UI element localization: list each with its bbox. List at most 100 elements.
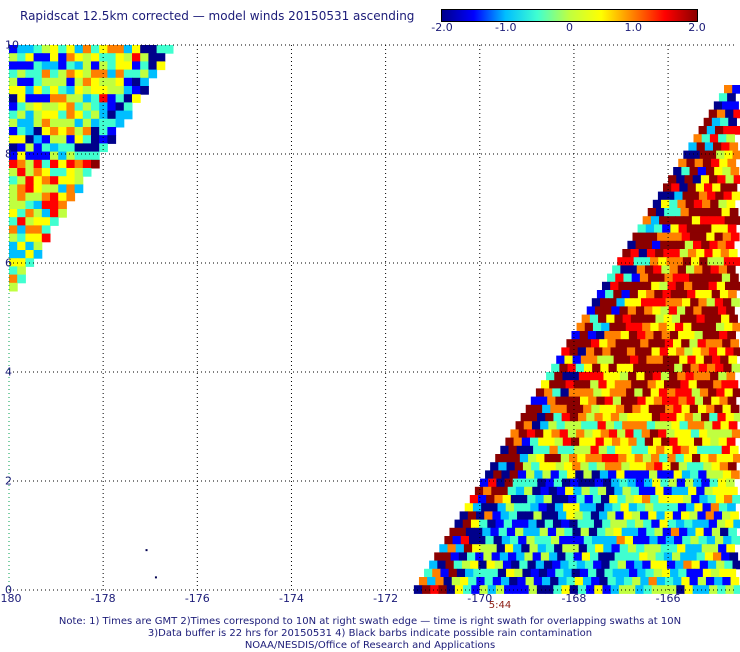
wind-difference-cell <box>476 511 485 521</box>
wind-difference-cell <box>519 495 528 504</box>
wind-difference-cell <box>663 314 673 324</box>
wind-difference-cell <box>140 69 149 79</box>
wind-difference-cell <box>712 486 722 496</box>
wind-difference-cell <box>587 437 597 447</box>
wind-difference-cell <box>577 454 586 463</box>
wind-difference-cell <box>651 585 661 594</box>
wind-difference-cell <box>673 470 683 480</box>
wind-difference-cell <box>513 544 522 553</box>
wind-difference-cell <box>58 151 67 161</box>
wind-difference-cell <box>540 486 550 496</box>
wind-difference-cell <box>518 536 527 545</box>
wind-difference-cell <box>642 560 652 570</box>
wind-difference-cell <box>722 577 732 586</box>
wind-difference-cell <box>730 273 739 283</box>
wind-difference-cell <box>91 61 100 71</box>
wind-difference-cell <box>638 486 648 496</box>
wind-difference-cell <box>720 421 730 430</box>
wind-difference-cell <box>534 470 543 480</box>
wind-difference-cell <box>546 503 556 512</box>
wind-difference-cell <box>720 527 729 537</box>
wind-difference-cell <box>99 143 108 153</box>
wind-difference-cell <box>123 102 133 112</box>
wind-difference-cell <box>688 208 698 217</box>
wind-difference-cell <box>543 495 553 504</box>
wind-difference-cell <box>650 495 659 504</box>
wind-difference-cell <box>659 216 668 225</box>
wind-difference-cell <box>25 209 35 218</box>
wind-difference-cell <box>608 298 617 307</box>
wind-difference-cell <box>424 568 433 578</box>
wind-difference-cell <box>693 544 703 553</box>
wind-difference-cell <box>642 281 652 291</box>
wind-difference-cell <box>156 45 166 54</box>
wind-difference-cell <box>731 363 740 373</box>
wind-difference-cell <box>655 552 665 562</box>
wind-difference-cell <box>635 478 645 488</box>
wind-difference-cell <box>609 322 619 332</box>
wind-difference-cell <box>74 77 84 87</box>
wind-difference-cell <box>123 45 133 54</box>
wind-difference-cell <box>724 150 734 160</box>
wind-difference-cell <box>696 249 705 258</box>
wind-difference-cell <box>701 478 711 488</box>
wind-difference-cell <box>499 552 509 562</box>
wind-difference-cell <box>656 273 665 283</box>
wind-difference-cell <box>702 437 711 447</box>
wind-difference-cell <box>492 577 502 586</box>
wind-difference-cell <box>478 495 487 504</box>
wind-difference-cell <box>711 224 721 234</box>
wind-difference-cell <box>140 53 149 62</box>
wind-difference-cell <box>524 486 533 496</box>
wind-difference-cell <box>728 355 738 365</box>
wind-difference-cell <box>9 282 18 292</box>
wind-difference-cell <box>616 536 626 545</box>
wind-difference-cell <box>715 363 724 373</box>
wind-difference-cell <box>635 306 645 316</box>
wind-difference-cell <box>123 86 133 95</box>
wind-difference-cell <box>107 118 117 128</box>
wind-difference-cell <box>577 347 587 357</box>
latitude-tick-label: 4 <box>5 365 12 379</box>
wind-difference-cell <box>550 470 560 480</box>
wind-difference-cell <box>682 257 692 266</box>
wind-difference-cell <box>570 544 580 553</box>
wind-difference-cell <box>681 339 690 348</box>
wind-difference-cell <box>727 224 737 234</box>
wind-difference-cell <box>543 560 553 570</box>
wind-difference-cell <box>713 511 723 521</box>
wind-difference-cell <box>733 109 740 119</box>
wind-difference-cell <box>687 421 697 430</box>
wind-difference-cell <box>9 86 18 95</box>
wind-difference-cell <box>17 217 26 226</box>
wind-difference-cell <box>132 45 141 54</box>
wind-difference-cell <box>74 143 84 153</box>
wind-difference-cell <box>647 445 657 455</box>
wind-difference-cell <box>33 94 43 103</box>
wind-difference-cell <box>50 168 59 177</box>
wind-difference-cell <box>720 117 729 127</box>
wind-difference-cell <box>714 126 724 135</box>
wind-difference-cell <box>539 527 549 537</box>
wind-difference-cell <box>572 355 582 365</box>
wind-difference-cell <box>733 175 740 184</box>
wind-difference-cell <box>132 61 141 71</box>
wind-difference-cell <box>724 388 734 398</box>
wind-difference-cell <box>593 519 603 529</box>
wind-difference-cell <box>676 347 685 357</box>
wind-difference-cell <box>74 159 84 169</box>
wind-difference-cell <box>653 396 663 406</box>
wind-difference-cell <box>58 192 67 202</box>
wind-difference-cell <box>622 249 632 258</box>
wind-difference-cell <box>526 429 536 439</box>
wind-difference-cell <box>545 478 555 488</box>
wind-difference-cell <box>560 560 570 570</box>
wind-difference-cell <box>672 552 681 562</box>
wind-difference-cell <box>619 544 629 553</box>
wind-difference-cell <box>676 175 685 184</box>
wind-difference-cell <box>99 118 108 128</box>
wind-difference-cell <box>718 372 727 381</box>
wind-difference-cell <box>661 437 670 447</box>
wind-difference-cell <box>648 273 657 283</box>
wind-difference-cell <box>712 183 721 193</box>
